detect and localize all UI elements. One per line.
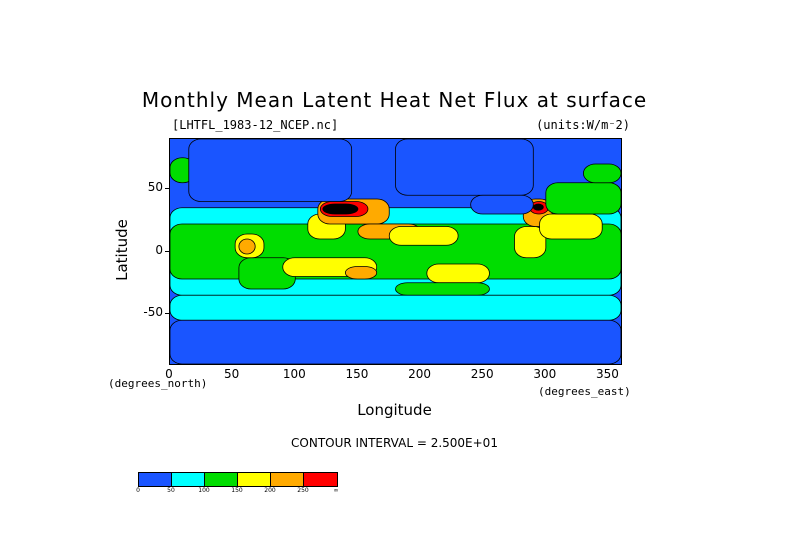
flux-region-25 [188, 139, 353, 202]
y-tick-label: -50 [143, 305, 163, 319]
chart-title: Monthly Mean Latent Heat Net Flux at sur… [141, 88, 648, 112]
colorbar-box-3 [238, 473, 271, 486]
flux-region-15 [514, 226, 547, 259]
flux-region-18 [532, 203, 544, 211]
flux-region-10 [388, 226, 459, 246]
plot-area [169, 138, 622, 365]
flux-region-14 [395, 282, 490, 296]
x-tick-label: 200 [408, 367, 431, 381]
flux-region-19 [539, 213, 603, 240]
colorbar-box-1 [172, 473, 205, 486]
colorbar-label: ∞ [333, 487, 339, 494]
x-axis-label: Longitude [357, 401, 432, 419]
colorbar-label: 50 [167, 487, 175, 494]
units-label: (units:W/m⁻2) [536, 118, 630, 132]
flux-region-13 [426, 263, 490, 284]
x-tick-label: 50 [223, 367, 240, 381]
flux-region-8 [322, 203, 359, 215]
x-tick-label: 250 [470, 367, 494, 381]
file-label: [LHTFL_1983-12_NCEP.nc] [172, 118, 339, 132]
y-axis-unit: (degrees_north) [108, 377, 208, 390]
colorbar [138, 472, 338, 487]
colorbar-label: 150 [231, 487, 243, 494]
y-tick-mark [165, 188, 169, 189]
contour-interval-text: CONTOUR INTERVAL = 2.500E+01 [291, 436, 498, 450]
flux-region-20 [545, 182, 621, 215]
colorbar-label: 100 [198, 487, 210, 494]
x-tick-label: 0 [165, 367, 173, 381]
x-tick-label: 300 [533, 367, 557, 381]
flux-region-12 [344, 266, 378, 280]
colorbar-box-0 [139, 473, 172, 486]
y-tick-label: 0 [155, 242, 163, 257]
flux-region-27 [470, 194, 534, 215]
flux-region-22 [583, 163, 621, 184]
colorbar-box-5 [304, 473, 337, 486]
flux-region-24 [170, 319, 621, 364]
x-tick-label: 350 [596, 367, 619, 381]
colorbar-box-4 [271, 473, 304, 486]
colorbar-label: 0 [136, 487, 140, 494]
colorbar-box-2 [205, 473, 238, 486]
colorbar-label: 200 [264, 487, 276, 494]
x-axis-unit: (degrees_east) [538, 385, 631, 398]
y-tick-mark [165, 313, 169, 314]
y-axis-label: Latitude [113, 219, 131, 281]
flux-region-4 [238, 238, 256, 255]
heatmap-svg [170, 139, 621, 364]
flux-region-26 [395, 139, 534, 196]
x-tick-label: 100 [282, 367, 306, 381]
colorbar-label: 250 [297, 487, 309, 494]
y-tick-label: 50 [147, 180, 163, 194]
flux-region-23 [170, 294, 621, 321]
x-tick-label: 150 [345, 367, 369, 381]
y-tick-mark [165, 250, 169, 252]
